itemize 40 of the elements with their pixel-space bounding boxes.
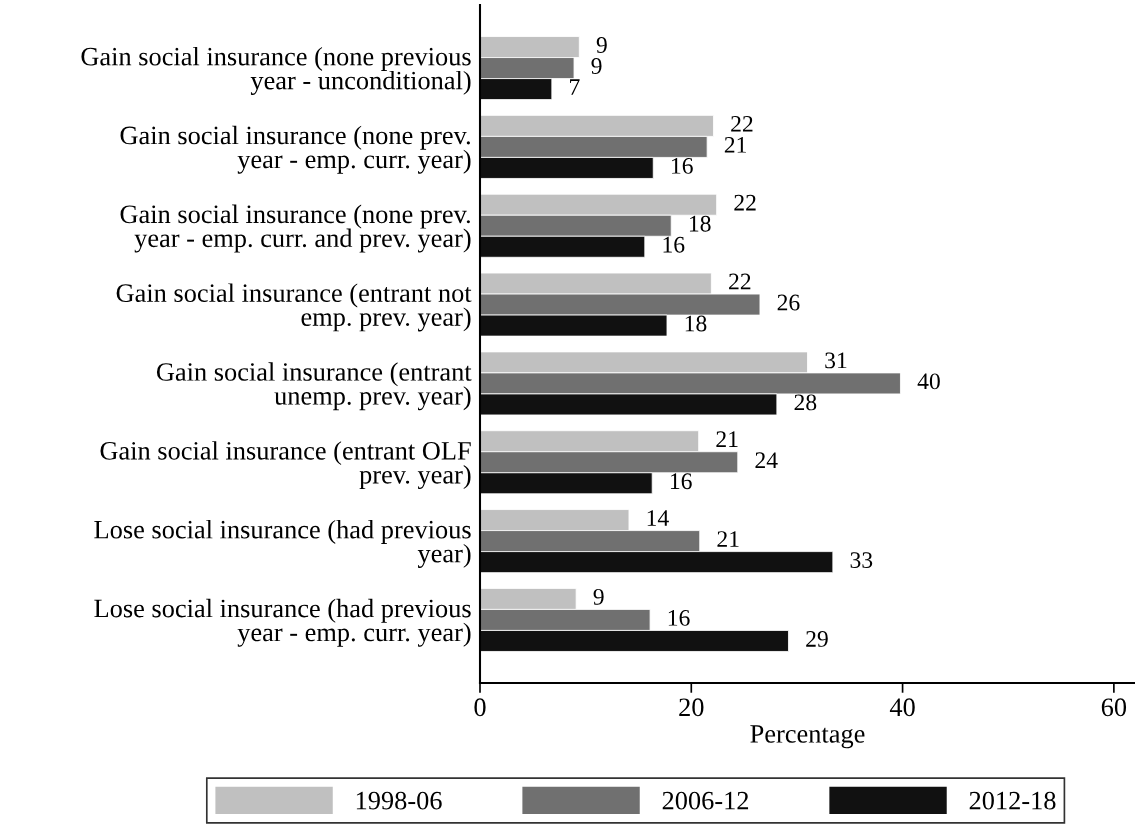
y-tick-label: Gain social insurance (entrant not emp. prev. year) [116,283,472,332]
y-tick-label: Lose social insurance (had previous year - emp. curr. year) [94,598,471,647]
data-label: 22 [734,194,756,211]
y-tick-label: Gain social insurance (entrant OLF prev. year) [100,441,471,490]
data-label: 16 [663,236,685,253]
x-tick-label: 40 [889,698,915,717]
data-label: 33 [850,552,873,569]
data-label: 31 [825,352,847,369]
data-label: 7 [570,79,580,95]
data-label: 16 [668,609,690,626]
legend-label: 2012-18 [969,791,1056,810]
data-label: 9 [591,58,602,74]
y-tick-label: Gain social insurance (none prev. year - emp. curr. year) [120,125,471,174]
data-label: 18 [685,315,707,332]
data-label: 16 [670,473,692,490]
data-label: 26 [777,294,800,311]
y-tick-label: Gain social insurance (none prev. year - emp. curr. and prev. year) [120,204,471,253]
data-label: 29 [806,631,828,647]
x-tick-label: 0 [474,698,486,717]
x-axis-title: Percentage [750,725,865,749]
data-label: 21 [716,431,738,447]
data-label: 40 [917,373,940,390]
data-label: 24 [755,452,778,468]
data-label: 16 [672,157,693,174]
data-label: 21 [717,531,739,547]
data-label: 14 [647,510,669,526]
data-label: 9 [596,37,607,53]
data-label: 22 [731,115,753,132]
data-label: 22 [729,273,751,290]
data-label: 28 [794,394,817,411]
y-tick-label: Gain social insurance (none previous year - unconditional) [81,46,471,95]
data-label: 9 [593,588,604,605]
legend-label: 1998-06 [356,791,442,810]
data-label: 18 [689,215,711,232]
x-tick-label: 20 [679,698,704,717]
legend-label: 2006-12 [662,791,749,810]
x-tick-label: 60 [1101,698,1127,717]
data-label: 21 [724,136,746,153]
y-tick-label: Lose social insurance (had previous year) [94,519,471,568]
y-tick-label: Gain social insurance (entrant unemp. prev. year) [156,362,472,411]
